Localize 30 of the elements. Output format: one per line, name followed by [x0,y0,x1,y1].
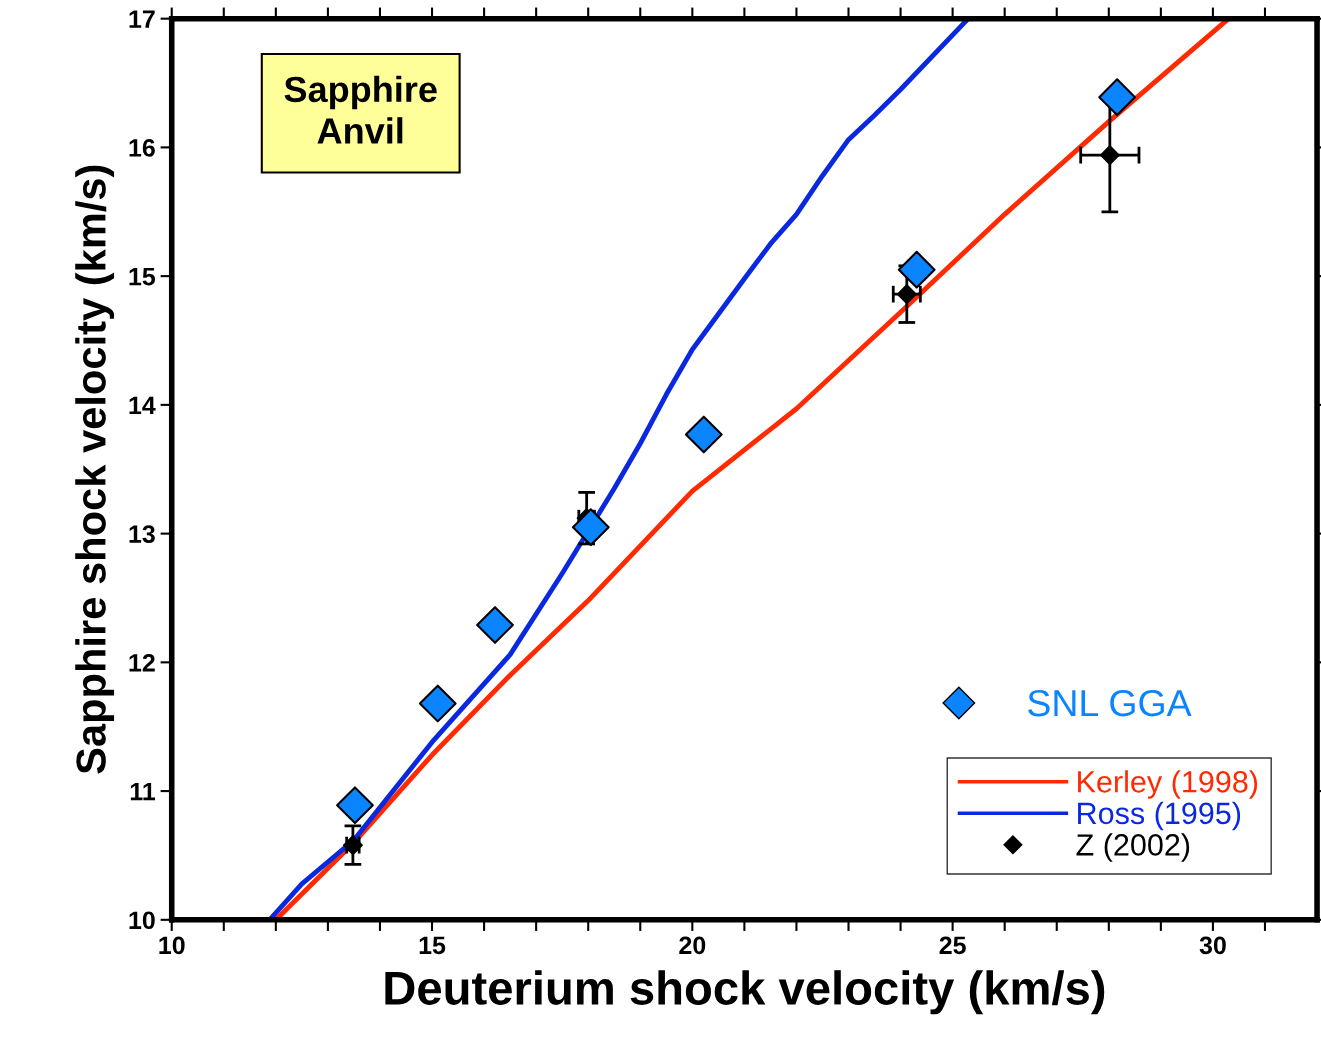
y-axis-title: Sapphire shock velocity (km/s) [75,165,115,774]
y-tick-label: 11 [130,782,156,801]
point [897,250,936,289]
point [896,284,917,305]
point [418,684,457,723]
line-series [267,18,971,920]
x-tick-label: 10 [159,936,185,955]
legend-label: Ross (1995) [1078,801,1241,831]
y-tick-label: 12 [129,653,155,672]
y-tick-label: 10 [129,911,155,930]
point [476,606,514,644]
x-axis-title: Deuterium shock velocity (km/s) [385,970,1105,1015]
point [684,415,723,454]
x-tick-label: 30 [1199,936,1226,955]
point [336,786,374,825]
annotation: Sapphire Anvil [284,75,437,144]
x-tick-label: 25 [939,936,966,955]
x-tick-label: 15 [419,936,446,955]
x-tick-label: 20 [679,936,706,955]
y-tick-label: 17 [129,10,155,28]
y-tick-label: 14 [129,396,156,414]
point [1098,78,1137,117]
y-tick-label: 15 [129,268,156,286]
y-tick-label: 13 [129,525,155,543]
legend-label: SNL GGA [1028,689,1192,717]
legend-label: Z (2002) [1076,833,1190,862]
point [1099,145,1120,166]
point [571,508,610,547]
legend-label: Kerley (1998) [1078,770,1258,799]
y-tick-label: 16 [129,139,155,157]
